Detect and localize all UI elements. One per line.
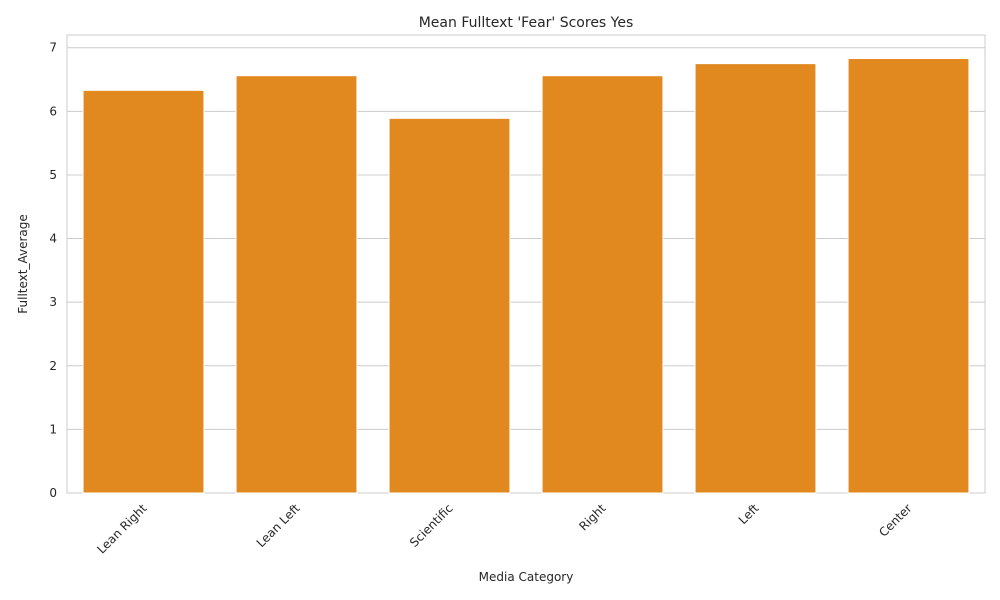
y-tick-label: 4	[49, 232, 57, 246]
y-axis-ticks: 0 1 2 3 4 5 6 7	[49, 41, 57, 500]
bar	[82, 89, 205, 494]
y-tick-label: 0	[49, 486, 57, 500]
bar	[694, 63, 817, 494]
bar	[541, 75, 664, 494]
y-tick-label: 6	[49, 104, 57, 118]
bar	[847, 58, 970, 494]
x-tick-label: Left	[736, 501, 762, 527]
x-tick-label: Lean Right	[94, 501, 150, 557]
x-tick-label: Scientific	[407, 501, 456, 550]
x-tick-label: Center	[876, 501, 915, 540]
y-tick-label: 3	[49, 295, 57, 309]
y-tick-label: 1	[49, 422, 57, 436]
x-tick-label: Right	[576, 501, 608, 533]
y-tick-label: 2	[49, 359, 57, 373]
plot-area	[66, 34, 986, 494]
x-tick-label: Lean Left	[254, 501, 303, 550]
x-axis-ticks: Lean Right Lean Left Scientific Right Left Ce…	[94, 501, 914, 557]
chart-title: Mean Fulltext 'Fear' Scores Yes	[419, 15, 634, 31]
y-axis-label: Fulltext_Average	[16, 214, 30, 313]
y-tick-label: 7	[49, 41, 57, 55]
x-axis-label: Media Category	[479, 570, 574, 584]
y-tick-label: 5	[49, 168, 57, 182]
bar	[388, 117, 511, 494]
bars	[82, 58, 970, 494]
bar	[235, 75, 358, 494]
gridlines	[67, 47, 985, 494]
